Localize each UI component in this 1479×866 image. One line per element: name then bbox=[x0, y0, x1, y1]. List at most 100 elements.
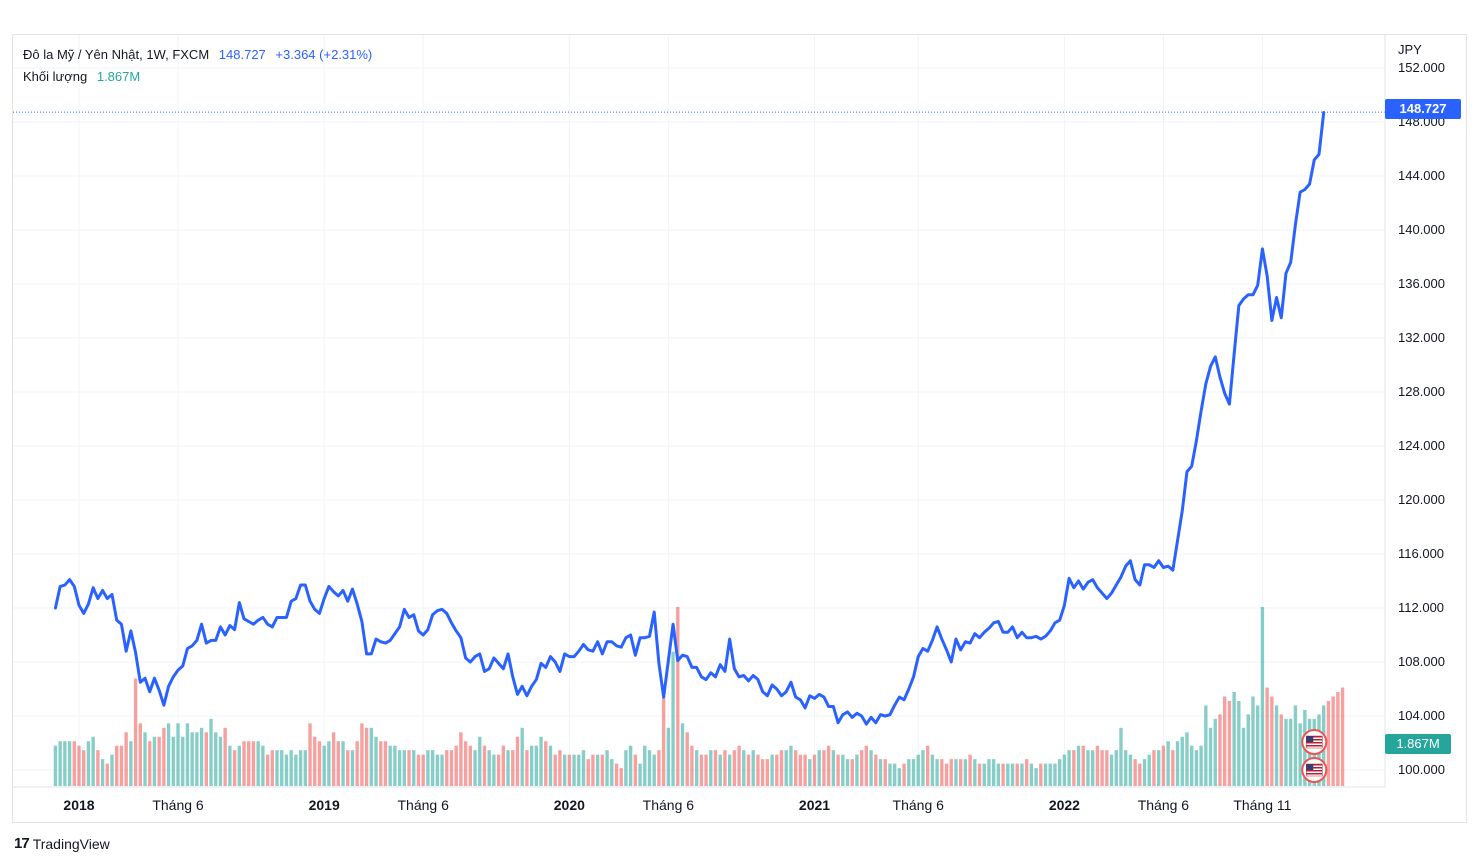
volume-bar bbox=[1208, 727, 1213, 786]
volume-bar bbox=[280, 750, 284, 786]
volume-bar bbox=[1265, 687, 1269, 786]
volume-bar bbox=[129, 741, 133, 786]
volume-bar bbox=[105, 763, 109, 786]
volume-bar bbox=[562, 754, 567, 786]
volume-bar bbox=[723, 750, 727, 786]
volume-bar bbox=[393, 745, 397, 786]
volume-bar bbox=[331, 732, 336, 786]
last-price-value: 148.727 bbox=[218, 47, 266, 62]
volume-bar bbox=[779, 750, 784, 786]
volume-bar bbox=[1119, 727, 1123, 786]
volume-bar bbox=[1161, 745, 1166, 786]
volume-bar bbox=[270, 750, 275, 786]
volume-bar bbox=[1293, 705, 1298, 786]
currency-label[interactable]: JPY bbox=[1398, 42, 1422, 57]
volume-bar bbox=[1270, 696, 1274, 786]
volume-bar bbox=[661, 696, 666, 786]
volume-bar bbox=[558, 750, 562, 786]
x-tick-label: Tháng 6 bbox=[1138, 797, 1190, 813]
volume-value: 1.867M bbox=[96, 69, 141, 84]
volume-bar bbox=[383, 741, 388, 786]
y-tick-label: 112.000 bbox=[1398, 600, 1444, 615]
volume-bar bbox=[336, 741, 341, 786]
volume-bar bbox=[539, 736, 543, 786]
volume-bar bbox=[459, 732, 463, 786]
volume-bar bbox=[124, 732, 128, 786]
volume-bar bbox=[581, 750, 586, 786]
chart-frame[interactable] bbox=[12, 34, 1467, 823]
volume-bar bbox=[713, 750, 718, 786]
flag-stripe bbox=[1306, 739, 1323, 741]
volume-bar bbox=[1029, 763, 1034, 786]
volume-bar bbox=[407, 750, 411, 786]
y-tick-label: 132.000 bbox=[1398, 330, 1445, 345]
flag-stripe bbox=[1306, 742, 1323, 744]
volume-bar bbox=[119, 745, 124, 786]
volume-bar bbox=[1190, 745, 1194, 786]
volume-bar bbox=[897, 768, 902, 786]
volume-bar bbox=[133, 678, 138, 786]
volume-bar bbox=[591, 754, 595, 786]
volume-bar bbox=[694, 750, 699, 786]
volume-bar bbox=[973, 759, 977, 786]
volume-bar bbox=[1100, 750, 1104, 786]
y-axis: 100.000 104.000 108.000 112.000 116.000 120.0… bbox=[1398, 60, 1445, 777]
volume-bar bbox=[1138, 763, 1142, 786]
volume-bar bbox=[812, 754, 817, 786]
volume-bars bbox=[53, 606, 1345, 786]
volume-bar bbox=[91, 736, 95, 786]
volume-bar bbox=[1204, 705, 1208, 786]
volume-bar bbox=[402, 750, 407, 786]
volume-bar bbox=[1194, 750, 1199, 786]
volume-bar bbox=[204, 732, 208, 786]
volume-bar bbox=[53, 745, 58, 786]
volume-bar bbox=[492, 754, 496, 786]
symbol-title[interactable]: Đô la Mỹ / Yên Nhật, 1W, FXCM bbox=[23, 47, 210, 62]
volume-bar bbox=[718, 754, 722, 786]
volume-bar bbox=[610, 759, 614, 786]
volume-bar bbox=[968, 754, 972, 786]
volume-bar bbox=[676, 606, 680, 786]
volume-bar bbox=[652, 754, 656, 786]
flag-stripe bbox=[1306, 767, 1323, 769]
volume-bar bbox=[77, 745, 81, 786]
volume-bar bbox=[987, 759, 991, 786]
volume-bar bbox=[548, 745, 553, 786]
volume-bar bbox=[1081, 745, 1085, 786]
volume-bar bbox=[553, 754, 557, 786]
volume-bar bbox=[327, 741, 331, 786]
tradingview-logo[interactable]: 17 TradingView bbox=[14, 835, 110, 852]
volume-bar bbox=[1043, 763, 1048, 786]
x-tick-label: 2022 bbox=[1049, 797, 1080, 813]
volume-bar bbox=[1289, 718, 1293, 786]
volume-bar bbox=[869, 750, 873, 786]
volume-bar bbox=[888, 763, 892, 786]
volume-bar bbox=[232, 750, 237, 786]
y-tick-label: 120.000 bbox=[1398, 492, 1445, 507]
volume-bar bbox=[1241, 727, 1246, 786]
volume-bar bbox=[496, 754, 501, 786]
volume-label[interactable]: Khối lượng bbox=[23, 69, 88, 84]
volume-bar bbox=[214, 732, 218, 786]
volume-bar bbox=[643, 745, 647, 786]
tradingview-wordmark: TradingView bbox=[32, 835, 110, 852]
volume-bar bbox=[1057, 759, 1062, 786]
volume-bar bbox=[1227, 700, 1232, 786]
volume-bar bbox=[798, 754, 803, 786]
volume-bar bbox=[1298, 723, 1302, 786]
volume-bar bbox=[223, 727, 227, 786]
volume-bar bbox=[261, 745, 265, 786]
volume-bar bbox=[430, 750, 435, 786]
volume-bar bbox=[247, 741, 251, 786]
y-tick-label: 108.000 bbox=[1398, 654, 1445, 669]
volume-bar bbox=[482, 745, 487, 786]
volume-bar bbox=[1256, 705, 1260, 786]
volume-bar bbox=[298, 750, 303, 786]
volume-bar bbox=[379, 741, 383, 786]
y-tick-label: 124.000 bbox=[1398, 438, 1445, 453]
volume-bar bbox=[218, 736, 223, 786]
volume-bar bbox=[317, 741, 322, 786]
volume-bar bbox=[690, 745, 694, 786]
volume-bar bbox=[162, 727, 166, 786]
